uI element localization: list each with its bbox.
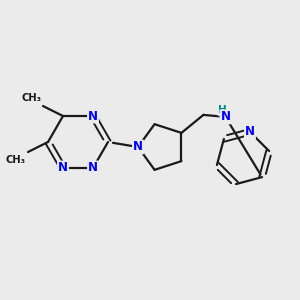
Text: H: H [218,105,227,115]
Text: N: N [220,110,230,123]
Text: N: N [133,140,143,154]
Text: N: N [88,161,98,175]
Text: N: N [88,110,98,122]
Text: N: N [245,125,255,138]
Text: CH₃: CH₃ [21,93,41,103]
Text: CH₃: CH₃ [6,155,26,165]
Text: N: N [58,161,68,175]
